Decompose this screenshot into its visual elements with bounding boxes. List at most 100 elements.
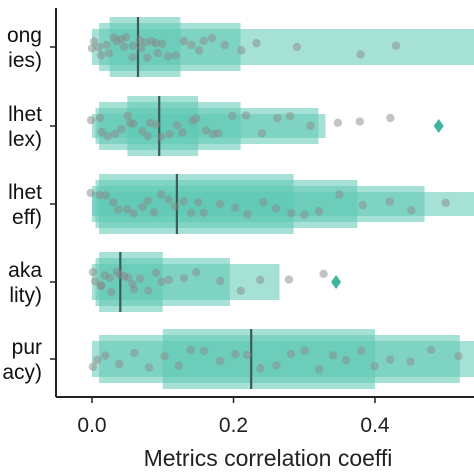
data-point-5-4 (115, 359, 124, 369)
outlier-marker-4-1 (331, 275, 342, 289)
data-point-2-7 (123, 111, 132, 120)
data-point-4-15 (144, 286, 153, 295)
data-point-5-7 (160, 352, 169, 361)
data-point-1-32 (292, 42, 302, 52)
data-point-1-26 (194, 46, 204, 55)
data-point-5-6 (144, 363, 154, 372)
data-point-1-20 (153, 48, 163, 58)
data-point-1-28 (207, 33, 217, 43)
data-point-3-22 (271, 204, 281, 213)
data-point-5-15 (272, 361, 281, 370)
data-point-5-16 (286, 349, 296, 359)
data-point-3-2 (95, 190, 104, 200)
data-point-3-1 (86, 188, 95, 198)
data-point-4-23 (256, 275, 265, 285)
data-point-5-11 (216, 356, 225, 366)
boxen-group-1 (92, 17, 474, 77)
data-point-4-1 (88, 267, 98, 277)
data-point-1-2 (89, 37, 99, 46)
data-point-1-30 (237, 46, 246, 55)
data-point-1-6 (104, 48, 114, 58)
data-point-3-24 (300, 210, 309, 219)
data-point-4-2 (90, 277, 100, 286)
plot-area (92, 17, 474, 389)
boxen-group-2 (92, 96, 444, 156)
category-label-5-line1: pur (12, 336, 42, 359)
data-point-1-33 (356, 50, 365, 59)
data-point-2-30 (355, 117, 364, 126)
category-label-2-line1: lhet (8, 103, 42, 126)
data-point-3-13 (170, 202, 180, 211)
data-point-5-24 (406, 357, 415, 366)
data-point-2-3 (97, 127, 106, 137)
data-point-3-8 (138, 202, 147, 212)
data-point-5-26 (454, 352, 463, 361)
data-point-5-2 (92, 355, 102, 365)
data-point-2-22 (214, 129, 223, 138)
data-point-5-22 (370, 361, 379, 371)
data-point-1-17 (143, 53, 152, 62)
data-point-4-22 (236, 286, 245, 296)
category-label-3-line1: lhet (8, 181, 42, 204)
data-point-1-21 (157, 39, 167, 48)
data-point-1-13 (128, 41, 138, 50)
data-point-5-20 (341, 356, 351, 365)
data-point-2-26 (273, 114, 282, 123)
data-point-2-25 (257, 129, 267, 138)
data-point-3-30 (441, 198, 450, 207)
data-point-1-16 (141, 37, 150, 47)
data-point-2-1 (86, 116, 96, 125)
data-point-1-19 (151, 39, 161, 48)
data-point-4-21 (216, 276, 225, 286)
data-point-3-15 (187, 208, 196, 218)
data-point-5-21 (356, 346, 366, 355)
data-point-4-24 (284, 275, 294, 284)
data-point-2-31 (386, 113, 395, 123)
data-point-5-12 (231, 349, 240, 359)
data-point-5-1 (88, 362, 98, 371)
data-point-1-3 (94, 42, 104, 52)
data-point-1-23 (171, 51, 181, 60)
data-point-2-29 (333, 118, 343, 128)
axes (55, 8, 474, 398)
data-point-3-10 (149, 208, 159, 217)
x-tick-label-1: 0.0 (77, 414, 106, 437)
data-point-1-29 (220, 40, 229, 50)
data-point-4-20 (192, 268, 201, 277)
data-point-2-16 (173, 121, 182, 130)
data-point-2-23 (227, 111, 237, 121)
x-tick-labels: 0.0 0.2 0.4 (77, 397, 390, 437)
data-point-3-17 (199, 208, 208, 217)
data-point-1-27 (199, 36, 208, 46)
data-point-3-16 (194, 198, 203, 207)
data-point-4-7 (107, 287, 116, 297)
data-point-1-1 (87, 44, 97, 53)
data-point-1-11 (121, 32, 131, 42)
data-point-2-6 (117, 124, 126, 134)
data-point-2-28 (306, 121, 315, 130)
data-point-1-15 (137, 43, 146, 53)
data-point-3-9 (143, 196, 152, 206)
data-point-4-18 (164, 275, 174, 285)
data-point-1-10 (119, 42, 129, 51)
data-point-3-29 (407, 206, 416, 215)
boxen-group-5 (92, 329, 474, 389)
data-point-1-25 (187, 40, 196, 50)
data-point-5-13 (242, 350, 252, 360)
data-point-3-25 (314, 207, 324, 216)
data-point-2-2 (95, 113, 105, 123)
data-point-1-31 (252, 38, 261, 48)
data-point-1-5 (102, 40, 111, 50)
strip-points (86, 32, 463, 374)
data-point-3-14 (179, 197, 188, 206)
data-point-3-28 (385, 197, 394, 206)
data-point-5-10 (199, 346, 209, 356)
data-point-3-4 (108, 197, 118, 207)
data-point-2-5 (110, 129, 120, 139)
category-label-5-line2: acy) (2, 361, 42, 384)
data-point-2-15 (165, 129, 174, 139)
data-point-3-21 (259, 197, 268, 207)
category-label-2-line2: lex) (8, 128, 42, 151)
